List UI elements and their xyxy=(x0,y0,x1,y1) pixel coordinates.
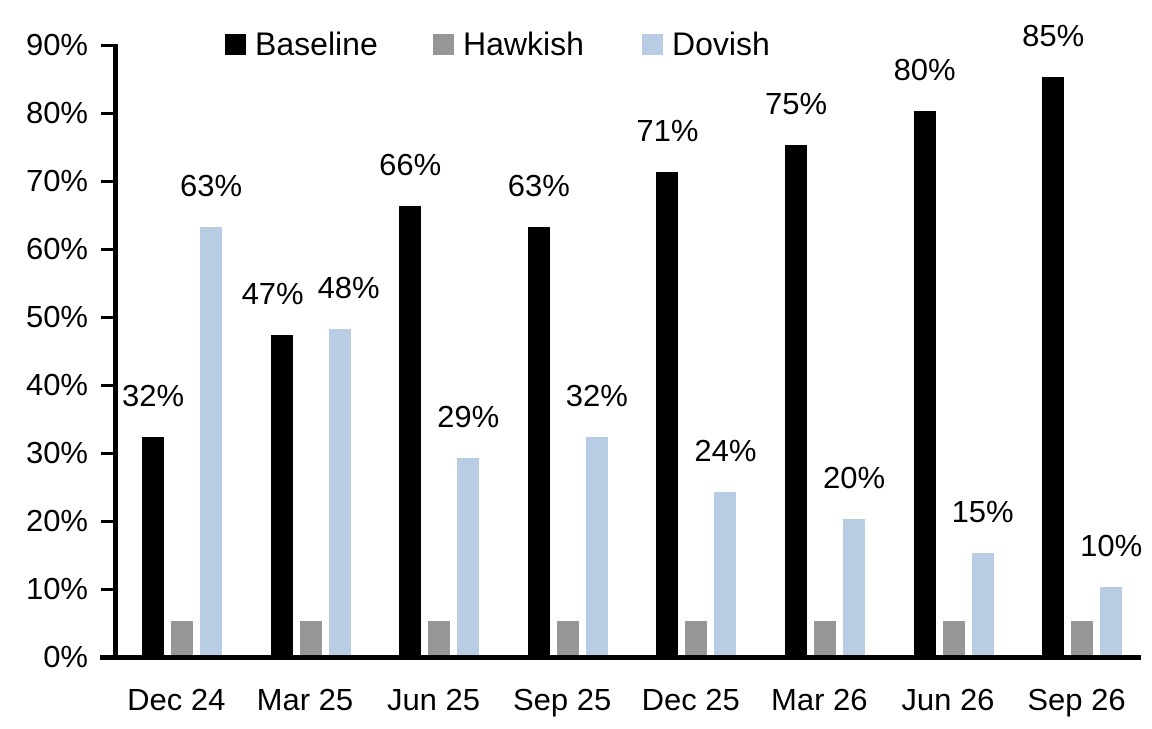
x-tick-label-mar-26: Mar 26 xyxy=(771,682,868,717)
x-tick-label-jun-26: Jun 26 xyxy=(901,682,995,717)
x-tick-label-jun-25: Jun 25 xyxy=(386,682,481,717)
bar-hawkish-sep-25 xyxy=(556,621,579,655)
y-tick-mark-50 xyxy=(101,315,113,319)
legend-label-baseline: Baseline xyxy=(255,26,378,62)
bar-label-baseline-jun-26: 80% xyxy=(893,52,956,87)
y-tick-mark-80 xyxy=(101,111,113,115)
bar-label-dovish-sep-25: 32% xyxy=(565,378,628,413)
x-tick-label-dec-24: Dec 24 xyxy=(127,682,226,717)
bar-label-baseline-sep-26: 85% xyxy=(1022,18,1085,53)
bar-label-baseline-sep-25: 63% xyxy=(507,168,570,203)
bar-dovish-sep-26 xyxy=(1100,587,1123,655)
bar-hawkish-dec-25 xyxy=(685,621,708,655)
x-tick-label-sep-25: Sep 25 xyxy=(512,682,612,717)
bar-baseline-mar-26 xyxy=(785,145,807,655)
bar-hawkish-mar-26 xyxy=(814,621,836,655)
bar-label-dovish-jun-25: 29% xyxy=(437,399,500,434)
bar-dovish-sep-25 xyxy=(585,437,608,655)
hawkish-swatch-icon xyxy=(433,33,454,55)
bar-label-dovish-dec-24: 63% xyxy=(179,168,243,203)
bar-hawkish-sep-26 xyxy=(1071,621,1094,655)
legend-item-dovish: Dovish xyxy=(642,26,770,62)
bar-label-baseline-dec-25: 71% xyxy=(636,113,699,148)
y-tick-label-40: 40% xyxy=(25,367,88,402)
y-tick-mark-40 xyxy=(101,383,113,387)
bar-label-dovish-jun-26: 15% xyxy=(951,494,1014,529)
bar-baseline-jun-26 xyxy=(913,111,936,655)
bar-baseline-sep-25 xyxy=(527,227,550,655)
bar-label-baseline-dec-24: 32% xyxy=(121,378,185,413)
bar-dovish-jun-26 xyxy=(971,553,994,655)
bar-hawkish-dec-24 xyxy=(171,621,193,655)
bar-label-baseline-mar-26: 75% xyxy=(764,86,828,121)
legend-label-dovish: Dovish xyxy=(672,26,770,62)
dovish-swatch-icon xyxy=(642,33,663,55)
y-axis-line xyxy=(113,44,118,660)
y-tick-label-70: 70% xyxy=(25,163,88,198)
y-tick-label-30: 30% xyxy=(25,435,88,470)
x-axis-line xyxy=(100,655,1141,660)
bar-baseline-dec-24 xyxy=(142,437,164,655)
y-tick-label-10: 10% xyxy=(25,571,88,606)
x-tick-label-dec-25: Dec 25 xyxy=(641,682,740,717)
y-tick-label-60: 60% xyxy=(25,231,88,266)
legend-label-hawkish: Hawkish xyxy=(463,26,584,62)
legend-item-hawkish: Hawkish xyxy=(433,26,584,62)
bar-label-baseline-jun-25: 66% xyxy=(379,147,442,182)
legend-item-baseline: Baseline xyxy=(225,26,378,62)
x-tick-label-mar-25: Mar 25 xyxy=(256,682,354,717)
baseline-swatch-icon xyxy=(225,33,246,55)
bar-baseline-dec-25 xyxy=(656,172,679,655)
bar-dovish-dec-24 xyxy=(200,227,222,655)
y-tick-mark-0 xyxy=(101,655,113,659)
bar-dovish-jun-25 xyxy=(457,458,480,655)
bar-label-dovish-mar-25: 48% xyxy=(317,270,380,305)
y-tick-mark-20 xyxy=(101,519,113,523)
y-tick-label-20: 20% xyxy=(25,503,88,538)
y-tick-mark-60 xyxy=(101,247,113,251)
bar-dovish-mar-26 xyxy=(843,519,865,655)
bar-label-baseline-mar-25: 47% xyxy=(241,276,304,311)
y-tick-mark-70 xyxy=(101,179,113,183)
x-tick-label-sep-26: Sep 26 xyxy=(1027,682,1126,717)
bar-label-dovish-sep-26: 10% xyxy=(1080,528,1143,563)
y-tick-mark-30 xyxy=(101,451,113,455)
y-tick-label-0: 0% xyxy=(43,639,88,674)
bar-hawkish-jun-25 xyxy=(428,621,451,655)
bar-label-dovish-mar-26: 20% xyxy=(822,460,886,495)
bar-dovish-dec-25 xyxy=(714,492,737,655)
y-tick-mark-10 xyxy=(101,587,113,591)
bar-dovish-mar-25 xyxy=(328,329,351,655)
y-tick-label-50: 50% xyxy=(25,299,88,334)
y-tick-mark-90 xyxy=(101,43,113,47)
bar-label-dovish-dec-25: 24% xyxy=(694,433,757,468)
bar-hawkish-jun-26 xyxy=(942,621,965,655)
y-tick-label-80: 80% xyxy=(25,95,88,130)
bar-baseline-mar-25 xyxy=(270,335,293,655)
bar-hawkish-mar-25 xyxy=(299,621,322,655)
bar-baseline-sep-26 xyxy=(1042,77,1065,655)
bar-baseline-jun-25 xyxy=(399,206,422,655)
y-tick-label-90: 90% xyxy=(25,27,88,62)
